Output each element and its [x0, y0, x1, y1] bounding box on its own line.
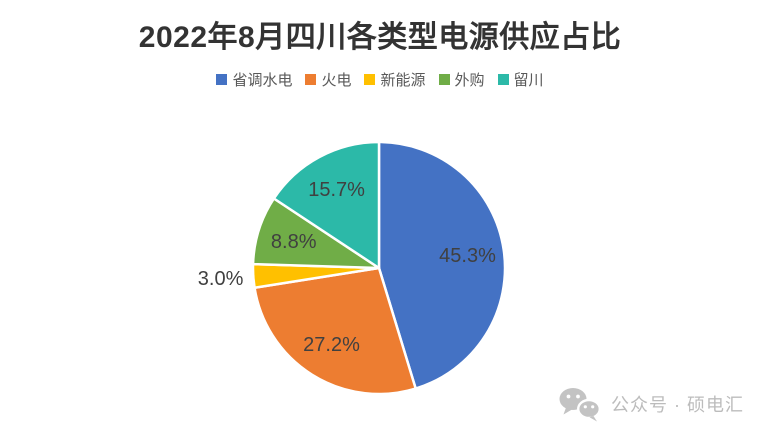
legend-label: 火电 [321, 72, 352, 89]
pie-label: 45.3% [439, 245, 496, 267]
legend-item: 省调水电 [216, 69, 292, 90]
legend-item: 留川 [497, 69, 544, 90]
legend-item: 新能源 [364, 69, 426, 90]
legend-item: 火电 [305, 69, 351, 90]
legend: 省调水电 火电 新能源 外购 留川 [0, 69, 760, 90]
legend-label: 新能源 [380, 72, 426, 89]
legend-label: 省调水电 [232, 72, 293, 89]
pie-label: 3.0% [198, 268, 244, 290]
legend-label: 留川 [513, 72, 544, 89]
pie-slice [253, 266, 417, 396]
legend-swatch [305, 74, 317, 85]
pie-slice [272, 140, 381, 270]
legend-swatch [364, 74, 376, 85]
chart-title: 2022年8月四川各类型电源供应占比 [138, 21, 622, 54]
legend-swatch [497, 74, 509, 85]
legend-swatch [438, 74, 450, 85]
pie-label: 8.8% [271, 231, 317, 253]
wechat-icon [559, 388, 602, 422]
watermark: 公众号 · 硕电汇 [558, 386, 744, 422]
legend-item: 外购 [438, 69, 485, 90]
pie-slice [377, 140, 507, 390]
pie-label: 27.2% [303, 334, 360, 356]
watermark-text: 公众号 · 硕电汇 [611, 395, 744, 415]
pie-label: 15.7% [308, 179, 365, 201]
legend-label: 外购 [454, 72, 485, 89]
legend-swatch [216, 74, 228, 85]
